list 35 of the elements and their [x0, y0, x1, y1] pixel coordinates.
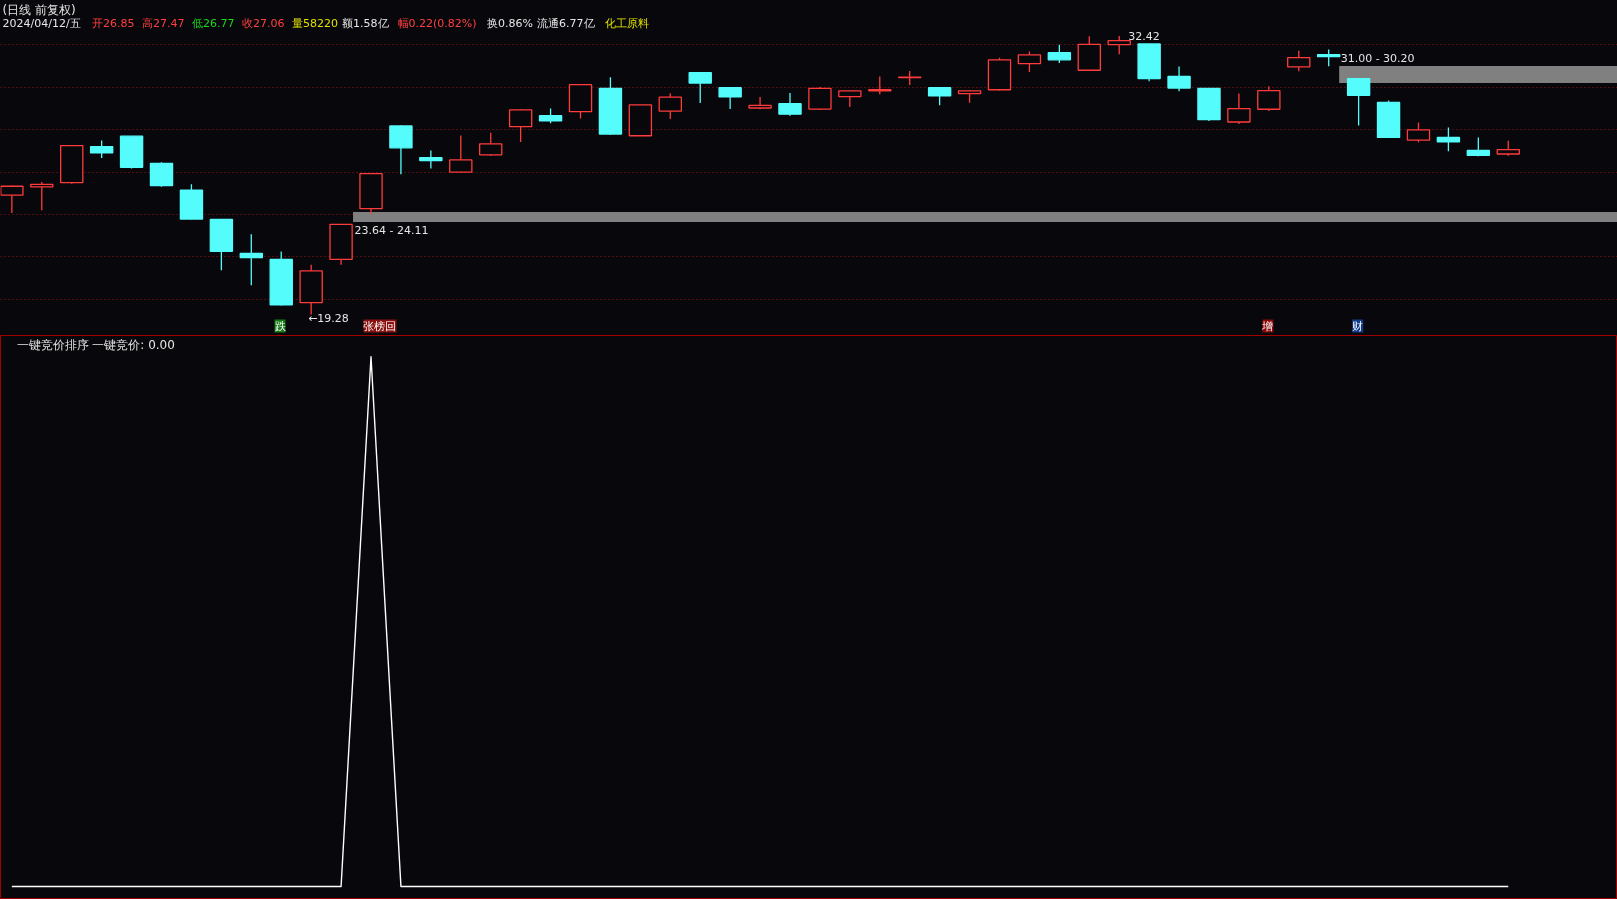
annotation: 增	[1261, 319, 1274, 333]
annotation: 财	[1352, 319, 1364, 333]
band-label: 31.00 - 30.20	[1340, 52, 1415, 66]
annotation: 张榜回	[363, 319, 397, 333]
chart-title: (日线 前复权)	[2, 2, 76, 17]
candlestick	[838, 89, 862, 108]
candlestick	[30, 181, 54, 211]
candlestick	[1047, 44, 1072, 64]
candlestick	[508, 108, 533, 143]
candlestick	[1257, 85, 1281, 112]
chart-title: 一键竞价排序 一键竞价: 0.00	[16, 337, 175, 352]
candlestick	[1107, 35, 1131, 55]
candlestick	[1017, 50, 1042, 73]
candlestick	[449, 134, 473, 174]
annotation: ←19.28	[308, 312, 349, 326]
candlestick	[718, 86, 742, 110]
candlestick	[1167, 65, 1191, 92]
candlestick	[1346, 78, 1371, 127]
candlestick	[1287, 50, 1311, 72]
annotation: 32.42	[1128, 29, 1160, 43]
text: 2024/04/12/五 开26.85 高27.47 低26.77 收27.06 量58220 额1.58亿 幅0.22(0.82%) 换0.86% 流通6.77亿 化工原料	[2, 16, 649, 30]
band-label: 23.64 - 24.11	[354, 224, 429, 238]
candlestick	[688, 71, 712, 104]
candlestick	[658, 92, 683, 120]
candlestick	[239, 233, 264, 286]
candlestick	[419, 149, 443, 170]
candlestick	[389, 124, 413, 175]
candlestick	[748, 96, 772, 110]
candlestick	[478, 132, 503, 157]
candlestick	[778, 92, 802, 117]
candlestick	[1227, 92, 1251, 125]
candlestick	[149, 161, 174, 188]
candlestick	[1436, 126, 1461, 152]
candlestick	[1406, 121, 1431, 143]
annotation: 跌	[274, 319, 286, 333]
